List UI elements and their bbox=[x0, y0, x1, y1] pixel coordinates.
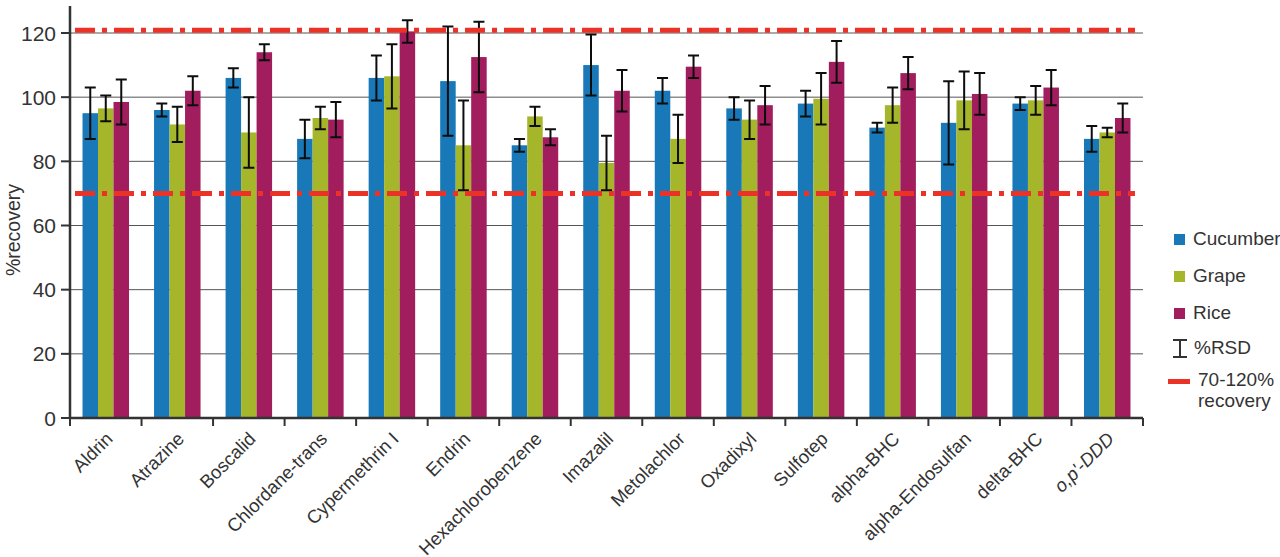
y-tick-label: 120 bbox=[21, 22, 56, 45]
bar-rice-3 bbox=[328, 120, 344, 418]
x-category-label: Aldrin bbox=[68, 428, 116, 476]
bar-cucumber-4 bbox=[369, 78, 385, 418]
y-tick-label: 40 bbox=[33, 278, 56, 301]
y-tick-label: 100 bbox=[21, 86, 56, 109]
bar-grape-1 bbox=[170, 124, 186, 418]
bar-rice-6 bbox=[543, 137, 559, 418]
bar-chart-figure: 020406080100120AldrinAtrazineBoscalidChl… bbox=[0, 0, 1280, 557]
error-bar-icon bbox=[1171, 338, 1189, 359]
bar-cucumber-12 bbox=[941, 123, 957, 418]
bar-grape-2 bbox=[241, 132, 256, 418]
bar-grape-13 bbox=[1028, 100, 1044, 418]
legend-item-rice: Rice bbox=[1174, 295, 1280, 332]
bar-grape-4 bbox=[384, 76, 400, 418]
bar-rice-0 bbox=[114, 102, 129, 418]
x-category-label: o,p'-DDD bbox=[1050, 428, 1118, 496]
bar-cucumber-1 bbox=[154, 110, 170, 418]
bar-cucumber-10 bbox=[798, 104, 814, 418]
bar-grape-0 bbox=[98, 108, 114, 418]
bar-cucumber-8 bbox=[655, 91, 671, 418]
legend-item-recovery: 70-120% recovery bbox=[1174, 370, 1280, 412]
bar-rice-7 bbox=[614, 91, 630, 418]
x-category-label: Oxadixyl bbox=[695, 428, 760, 493]
plot-area: 020406080100120AldrinAtrazineBoscalidChl… bbox=[0, 0, 1280, 557]
rice-swatch-icon bbox=[1174, 308, 1185, 319]
bar-cucumber-3 bbox=[297, 139, 313, 418]
bar-rice-10 bbox=[829, 62, 845, 418]
legend-label-grape: Grape bbox=[1193, 266, 1246, 287]
x-category-label: Sulfotep bbox=[769, 428, 832, 491]
bar-cucumber-7 bbox=[583, 65, 599, 418]
bar-rice-1 bbox=[185, 91, 201, 418]
x-category-label: alpha-BHC bbox=[825, 428, 904, 507]
bar-rice-13 bbox=[1043, 88, 1059, 418]
bar-cucumber-11 bbox=[869, 128, 885, 418]
bar-grape-11 bbox=[885, 105, 901, 418]
bar-cucumber-6 bbox=[512, 145, 528, 418]
bar-grape-12 bbox=[956, 100, 972, 418]
legend-item-grape: Grape bbox=[1174, 258, 1280, 295]
grape-swatch-icon bbox=[1174, 271, 1185, 282]
legend-item-rsd: %RSD bbox=[1174, 332, 1280, 364]
bar-rice-9 bbox=[757, 105, 773, 418]
bar-grape-9 bbox=[742, 120, 758, 418]
x-category-label: Metolachlor bbox=[606, 428, 688, 510]
bar-cucumber-2 bbox=[226, 78, 242, 418]
legend-label-rice: Rice bbox=[1193, 303, 1231, 324]
bar-grape-7 bbox=[599, 163, 615, 418]
bar-cucumber-13 bbox=[1012, 104, 1027, 418]
legend: Cucumber Grape Rice %RSD 70-120% recover… bbox=[1174, 221, 1280, 412]
bar-grape-6 bbox=[527, 116, 543, 418]
bar-rice-8 bbox=[686, 67, 702, 418]
bar-cucumber-0 bbox=[83, 113, 99, 418]
bar-cucumber-14 bbox=[1084, 139, 1100, 418]
bar-rice-4 bbox=[400, 31, 416, 418]
y-tick-label: 20 bbox=[33, 342, 56, 365]
bar-cucumber-9 bbox=[726, 108, 742, 418]
x-category-label: Hexachlorobenzene bbox=[415, 428, 546, 557]
bar-rice-11 bbox=[900, 73, 916, 418]
y-tick-label: 0 bbox=[44, 407, 56, 430]
y-tick-label: 60 bbox=[33, 214, 56, 237]
x-category-label: Atrazine bbox=[125, 428, 188, 491]
bar-grape-10 bbox=[813, 99, 829, 418]
bar-grape-8 bbox=[670, 139, 686, 418]
x-category-label: delta-BHC bbox=[971, 428, 1046, 503]
bar-rice-2 bbox=[257, 52, 273, 418]
y-axis-label: %recovery bbox=[2, 184, 24, 276]
bar-rice-14 bbox=[1115, 118, 1131, 418]
x-category-label: Boscalid bbox=[195, 428, 259, 492]
y-tick-label: 80 bbox=[33, 150, 56, 173]
legend-label-rsd: %RSD bbox=[1194, 338, 1251, 359]
legend-label-cucumber: Cucumber bbox=[1193, 229, 1280, 250]
legend-item-cucumber: Cucumber bbox=[1174, 221, 1280, 258]
x-category-label: Endrin bbox=[422, 428, 475, 481]
recovery-line-icon bbox=[1168, 379, 1190, 384]
legend-label-recovery: 70-120% recovery bbox=[1198, 370, 1274, 412]
x-category-label: Imazalil bbox=[558, 428, 617, 487]
bar-grape-14 bbox=[1099, 132, 1115, 418]
cucumber-swatch-icon bbox=[1174, 234, 1185, 245]
bar-rice-12 bbox=[972, 94, 988, 418]
bar-grape-3 bbox=[313, 118, 329, 418]
bar-rice-5 bbox=[471, 57, 487, 418]
